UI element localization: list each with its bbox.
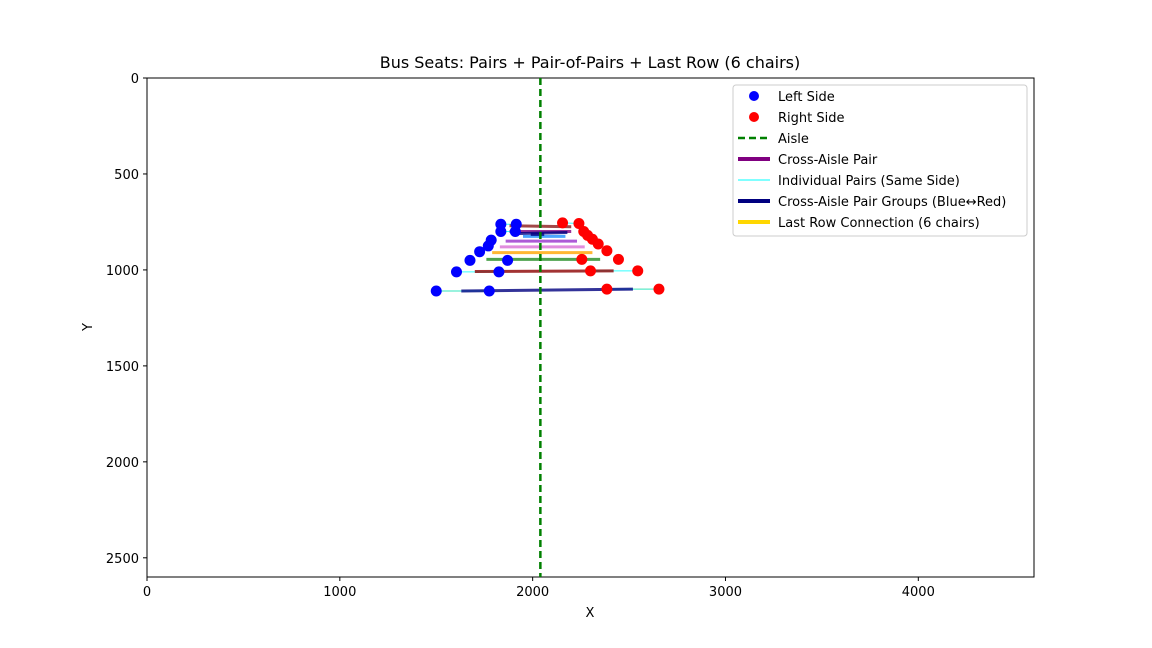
plot-area xyxy=(430,78,665,577)
legend-marker-1 xyxy=(749,112,759,122)
left-seat-point-8 xyxy=(450,266,462,278)
y-tick-label-2: 1000 xyxy=(106,264,139,279)
x-tick-label-0: 0 xyxy=(143,585,151,600)
left-seat-point-2 xyxy=(495,226,507,238)
plot-content xyxy=(430,78,665,577)
right-seat-point-6 xyxy=(601,245,613,257)
left-seat-point-9 xyxy=(493,266,505,278)
y-tick-label-5: 2500 xyxy=(106,552,139,567)
legend-label-2: Aisle xyxy=(778,132,809,147)
right-seat-point-10 xyxy=(632,265,644,277)
legend-label-1: Right Side xyxy=(778,111,844,126)
right-seat-point-5 xyxy=(592,238,604,250)
left-seat-point-12 xyxy=(483,285,495,297)
right-seat-point-8 xyxy=(576,253,588,265)
left-seat-point-3 xyxy=(509,226,521,238)
left-seat-point-5 xyxy=(482,240,494,252)
y-tick-label-1: 500 xyxy=(114,168,139,183)
left-seat-point-11 xyxy=(430,285,442,297)
x-tick-label-1: 1000 xyxy=(323,585,356,600)
right-seat-point-7 xyxy=(612,253,624,265)
x-axis-label: X xyxy=(586,606,595,621)
legend-marker-0 xyxy=(749,91,759,101)
y-axis-label: Y xyxy=(81,323,96,332)
x-tick-label-4: 4000 xyxy=(902,585,935,600)
right-seat-point-11 xyxy=(601,283,613,295)
right-seat-point-9 xyxy=(585,265,596,277)
y-tick-label-3: 1500 xyxy=(106,360,139,375)
legend: Left Side Right Side Aisle Cross-Aisle Pair… xyxy=(732,84,1028,237)
right-seat-point-0 xyxy=(557,217,569,229)
left-seat-point-6 xyxy=(474,246,486,258)
left-seat-point-7 xyxy=(464,254,476,266)
chart-title: Bus Seats: Pairs + Pair-of-Pairs + Last … xyxy=(380,53,801,72)
x-tick-label-3: 3000 xyxy=(709,585,742,600)
x-tick-label-2: 2000 xyxy=(516,585,549,600)
axes: 0 1000 2000 3000 4000 0 500 1000 1500 2000 2500 xyxy=(106,72,935,600)
legend-label-6: Last Row Connection (6 chairs) xyxy=(778,216,980,231)
right-seat-point-12 xyxy=(653,283,665,295)
y-tick-label-0: 0 xyxy=(131,72,139,87)
right-seat-point-1 xyxy=(573,217,585,229)
legend-label-3: Cross-Aisle Pair xyxy=(778,153,878,168)
legend-label-4: Individual Pairs (Same Side) xyxy=(778,174,960,189)
legend-label-5: Cross-Aisle Pair Groups (Blue↔Red) xyxy=(778,195,1006,210)
legend-label-0: Left Side xyxy=(778,90,835,105)
legend-box xyxy=(732,84,1028,237)
left-seat-point-10 xyxy=(502,254,514,266)
y-tick-label-4: 2000 xyxy=(106,456,139,471)
